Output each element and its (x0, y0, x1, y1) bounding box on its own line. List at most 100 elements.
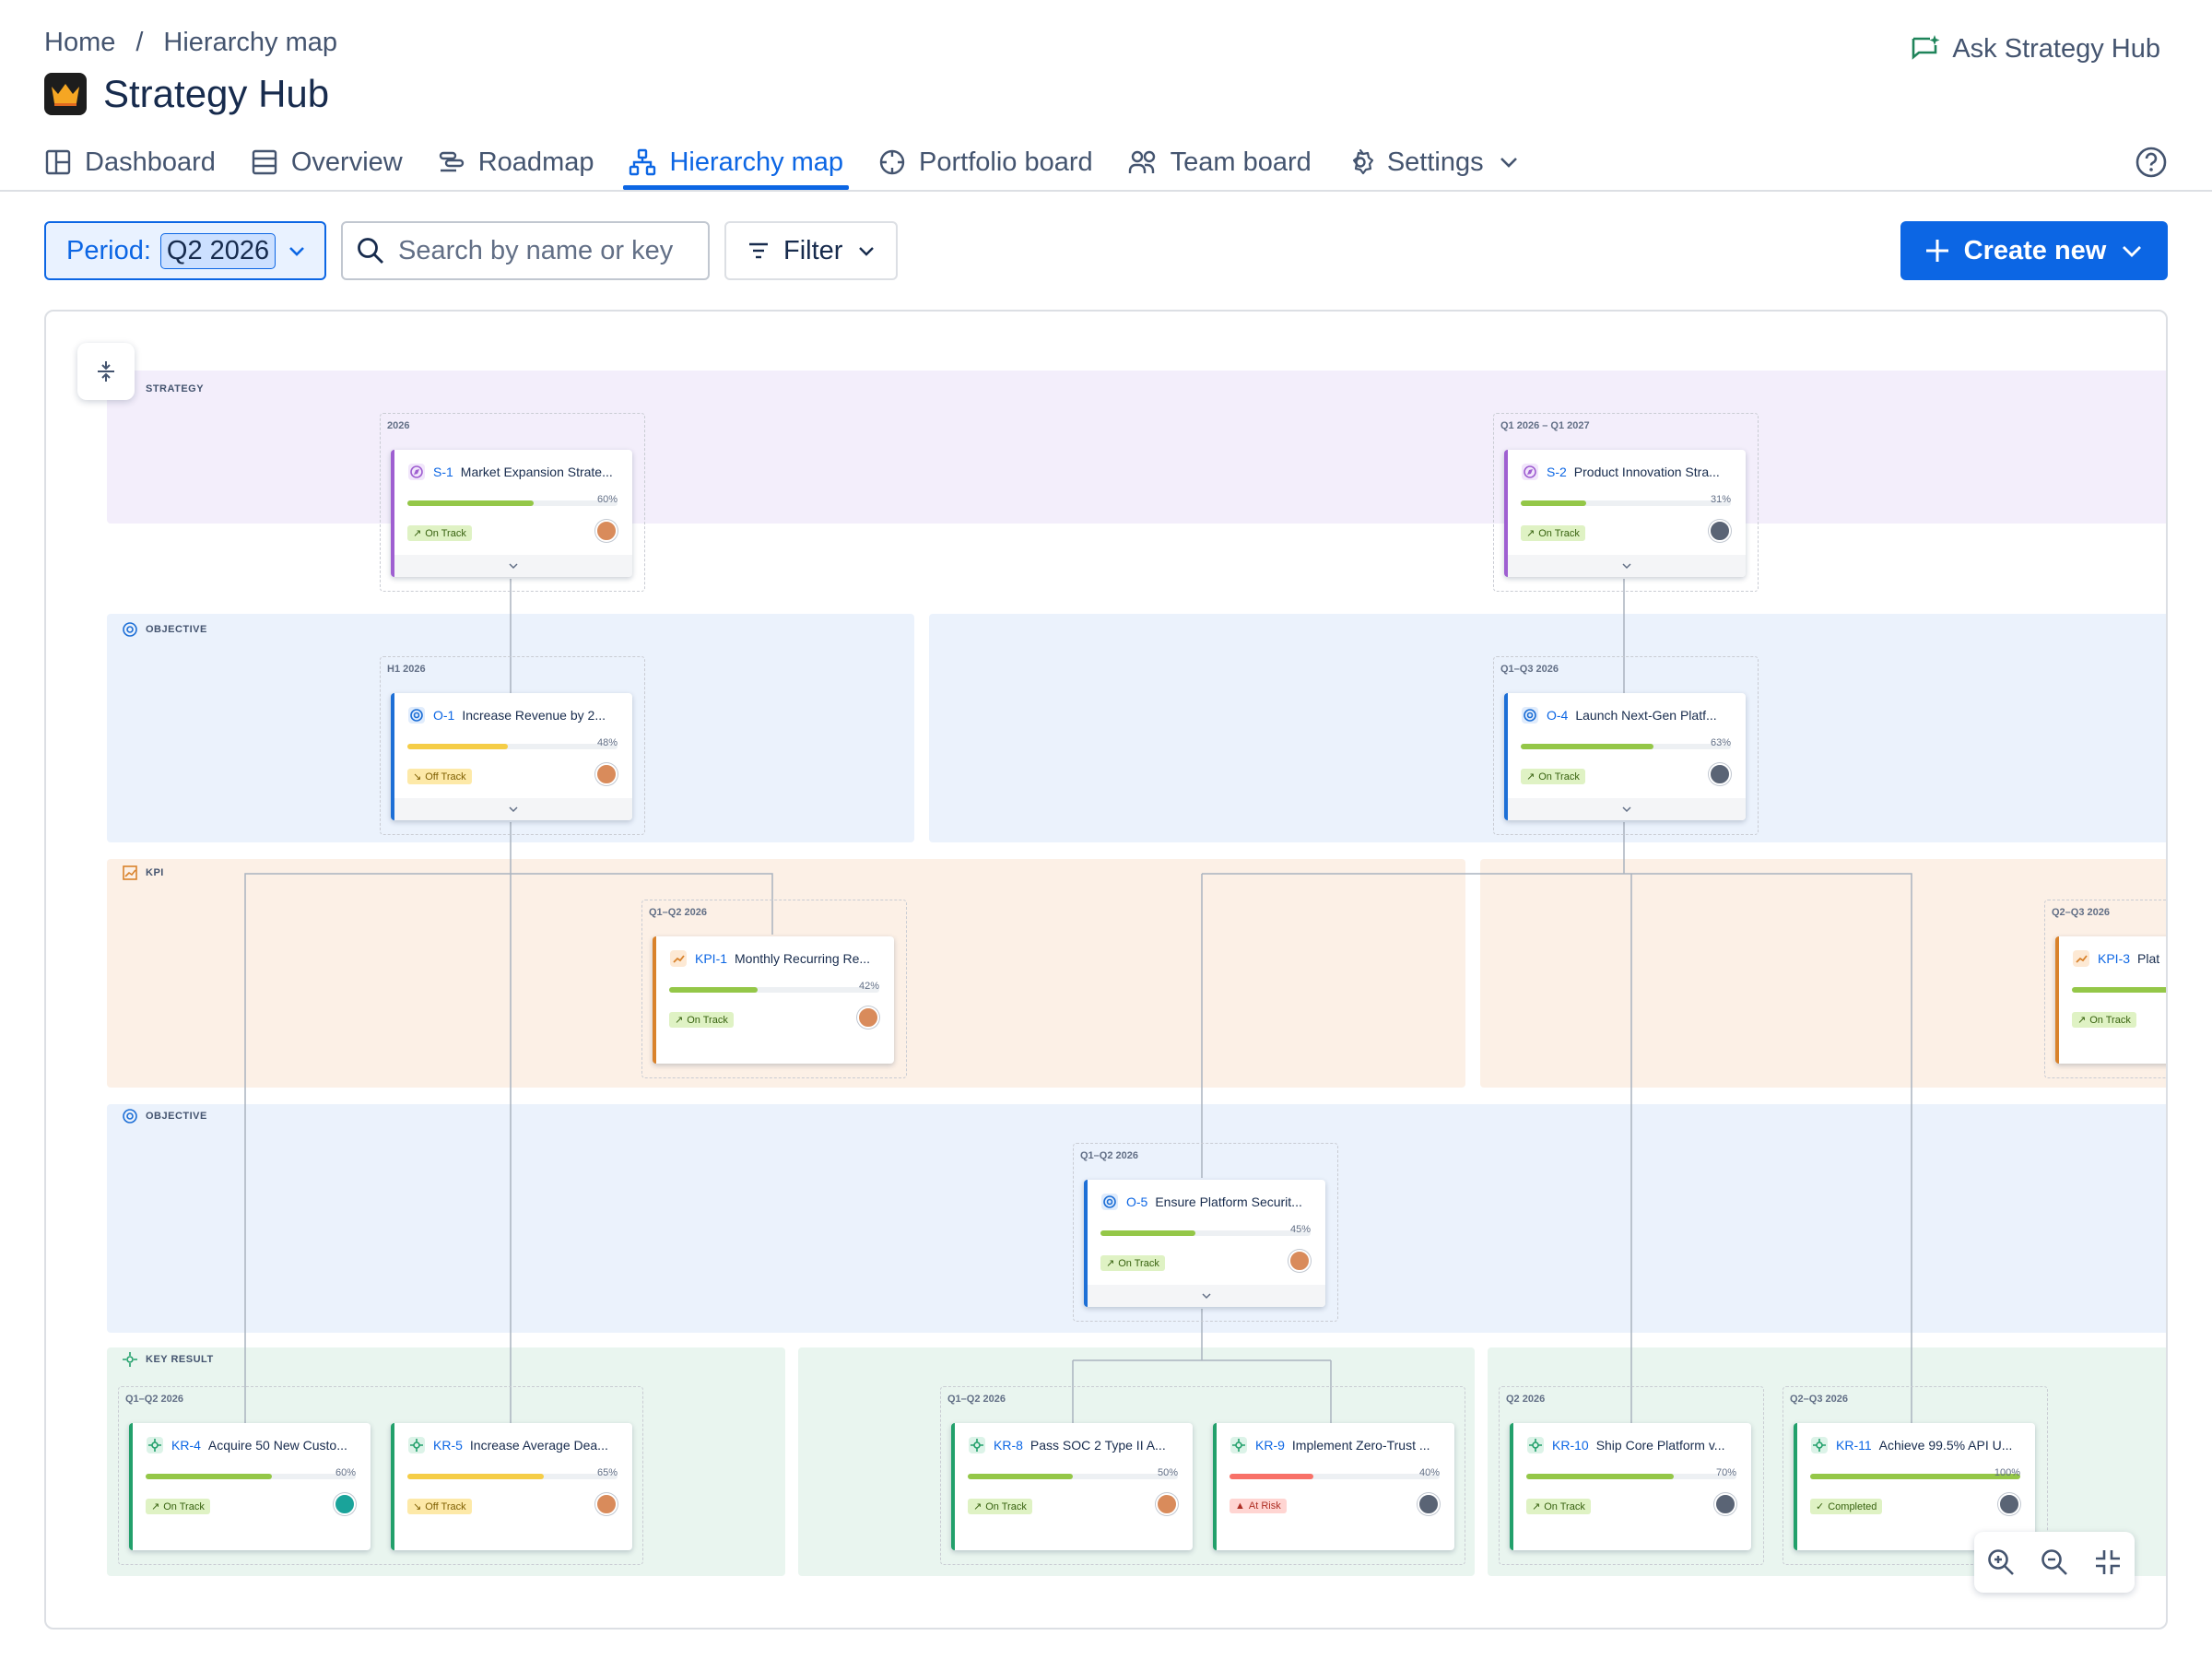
progress-bar (407, 744, 618, 749)
nav-tabs: Dashboard Overview Roadmap Hierarchy map… (44, 136, 2168, 190)
card-o-1[interactable]: O-1 Increase Revenue by 2... 48% ↘ Off Track (391, 693, 632, 820)
card-o-4[interactable]: O-4 Launch Next-Gen Platf... 63% ↗ On Track (1504, 693, 1746, 820)
collapse-all-button[interactable] (77, 343, 135, 400)
card-key[interactable]: KR-9 (1255, 1438, 1285, 1453)
zoom-out-icon[interactable] (2040, 1547, 2069, 1577)
card-title: Pass SOC 2 Type II A... (1030, 1438, 1166, 1453)
avatar[interactable] (1998, 1493, 2020, 1515)
period-group (1783, 1386, 2048, 1565)
group-label: Q2 2026 (1506, 1394, 1546, 1405)
hierarchy-canvas[interactable]: STRATEGY OBJECTIVE KPI OBJECTIVE KEY RES… (44, 310, 2168, 1630)
card-kr-9[interactable]: KR-9 Implement Zero-Trust ... 40% ▲ At Risk (1213, 1423, 1454, 1550)
tab-hierarchy-map[interactable]: Hierarchy map (623, 136, 849, 190)
target-icon (1522, 707, 1538, 724)
expand-children-button[interactable] (1088, 1285, 1325, 1307)
avatar[interactable] (1156, 1493, 1178, 1515)
avatar[interactable] (857, 1006, 879, 1029)
status-icon: ↗ (1106, 1258, 1115, 1269)
ask-strategy-hub-button[interactable]: Ask Strategy Hub (1910, 33, 2160, 65)
chart-icon (670, 950, 687, 967)
card-key[interactable]: S-2 (1547, 465, 1567, 479)
card-key[interactable]: KR-4 (171, 1438, 201, 1453)
expand-children-button[interactable] (394, 798, 632, 820)
avatar[interactable] (595, 1493, 618, 1515)
band-label-key-result: KEY RESULT (122, 1351, 214, 1368)
card-key[interactable]: S-1 (433, 465, 453, 479)
fit-screen-icon[interactable] (2093, 1547, 2123, 1577)
group-label: 2026 (387, 420, 410, 431)
connector-lines (244, 579, 1912, 1423)
zoom-in-icon[interactable] (1986, 1547, 2016, 1577)
avatar[interactable] (1709, 763, 1731, 785)
card-key[interactable]: KPI-1 (695, 951, 728, 966)
breadcrumb-current[interactable]: Hierarchy map (163, 28, 337, 57)
avatar[interactable] (1714, 1493, 1736, 1515)
target-icon (123, 622, 137, 637)
card-o-5[interactable]: O-5 Ensure Platform Securit... 45% ↗ On Trac… (1084, 1180, 1325, 1307)
avatar[interactable] (595, 763, 618, 785)
expand-children-button[interactable] (394, 555, 632, 577)
tab-roadmap[interactable]: Roadmap (438, 136, 594, 188)
group-label: Q1–Q2 2026 (1080, 1150, 1138, 1161)
avatar[interactable] (1288, 1250, 1311, 1272)
progress-bar (1521, 500, 1731, 506)
target-icon (1101, 1194, 1118, 1210)
search-input[interactable] (398, 235, 693, 266)
tab-overview[interactable]: Overview (251, 136, 403, 188)
card-kr-5[interactable]: KR-5 Increase Average Dea... 65% ↘ Off Track (391, 1423, 632, 1550)
band-label-objective: OBJECTIVE (122, 1108, 207, 1124)
status-badge: ↗ On Track (669, 1012, 734, 1028)
progress-percent: 60% (335, 1467, 356, 1478)
key-result-icon (1230, 1437, 1247, 1453)
avatar[interactable] (595, 520, 618, 542)
card-kpi-3[interactable]: KPI-3 Plat ↗ On Track (2055, 936, 2166, 1064)
help-button[interactable] (2135, 146, 2168, 183)
card-kr-8[interactable]: KR-8 Pass SOC 2 Type II A... 50% ↗ On Track (951, 1423, 1193, 1550)
status-badge: ↗ On Track (1100, 1255, 1165, 1271)
expand-children-button[interactable] (1508, 798, 1746, 820)
card-s-1[interactable]: S-1 Market Expansion Strate... 60% ↗ On Trac… (391, 450, 632, 577)
period-group (1493, 656, 1759, 835)
tab-label: Portfolio board (919, 147, 1093, 177)
card-kpi-1[interactable]: KPI-1 Monthly Recurring Re... 42% ↗ On Track (653, 936, 894, 1064)
card-header: KR-9 Implement Zero-Trust ... (1230, 1436, 1430, 1454)
status-icon: ▲ (1235, 1500, 1245, 1512)
group-label: Q2–Q3 2026 (2052, 907, 2110, 918)
card-key[interactable]: O-1 (433, 708, 455, 723)
card-key[interactable]: O-5 (1126, 1194, 1148, 1209)
card-kr-4[interactable]: KR-4 Acquire 50 New Custo... 60% ↗ On Track (129, 1423, 371, 1550)
chevron-down-icon (2123, 246, 2142, 257)
card-key[interactable]: KR-8 (994, 1438, 1023, 1453)
progress-percent: 48% (596, 737, 618, 748)
avatar[interactable] (1418, 1493, 1440, 1515)
chart-icon (2073, 950, 2089, 967)
card-kr-10[interactable]: KR-10 Ship Core Platform v... 70% ↗ On Track (1510, 1423, 1751, 1550)
status-icon: ↗ (151, 1501, 160, 1512)
card-key[interactable]: KR-5 (433, 1438, 463, 1453)
card-key[interactable]: KR-11 (1836, 1438, 1872, 1453)
card-key[interactable]: KR-10 (1552, 1438, 1589, 1453)
period-selector[interactable]: Period: Q2 2026 (44, 221, 326, 280)
compass-icon (408, 464, 425, 480)
breadcrumb-home[interactable]: Home (44, 28, 116, 57)
filter-button[interactable]: Filter (724, 221, 898, 280)
card-key[interactable]: O-4 (1547, 708, 1569, 723)
tab-portfolio-board[interactable]: Portfolio board (878, 136, 1093, 188)
card-header: O-1 Increase Revenue by 2... (407, 706, 606, 724)
chevron-down-icon (289, 247, 305, 256)
card-kr-11[interactable]: KR-11 Achieve 99.5% API U... 100% ✓ Complete… (1794, 1423, 2035, 1550)
chevron-down-icon (859, 247, 875, 256)
avatar[interactable] (334, 1493, 356, 1515)
period-group (380, 656, 645, 835)
avatar[interactable] (1709, 520, 1731, 542)
group-label: Q1–Q2 2026 (947, 1394, 1006, 1405)
progress-bar (146, 1474, 356, 1479)
card-s-2[interactable]: S-2 Product Innovation Stra... 31% ↗ On Trac… (1504, 450, 1746, 577)
tab-dashboard[interactable]: Dashboard (44, 136, 216, 188)
status-badge: ↗ On Track (146, 1499, 210, 1514)
tab-settings[interactable]: Settings (1347, 136, 1521, 188)
expand-children-button[interactable] (1508, 555, 1746, 577)
create-new-button[interactable]: Create new (1900, 221, 2168, 280)
card-key[interactable]: KPI-3 (2098, 951, 2131, 966)
tab-team-board[interactable]: Team board (1128, 136, 1312, 188)
